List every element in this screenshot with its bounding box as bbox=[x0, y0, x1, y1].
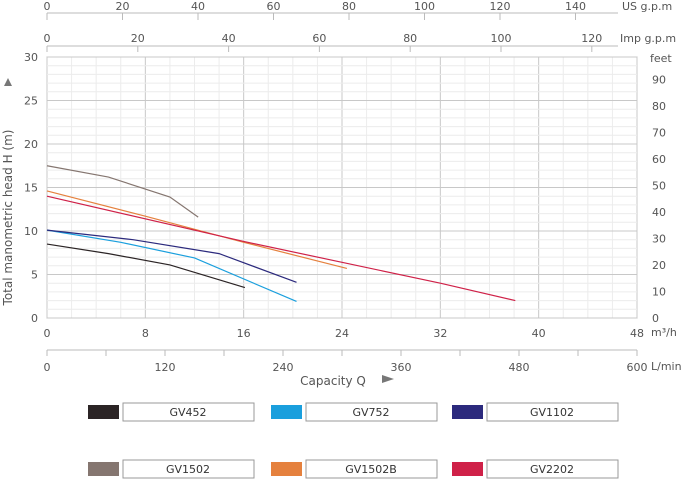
x-tick-label: 48 bbox=[630, 327, 644, 340]
lmin-tick-label: 600 bbox=[627, 361, 648, 374]
legend-swatch-gv2202 bbox=[452, 462, 483, 476]
feet-tick-label: 0 bbox=[652, 312, 659, 325]
imp-gpm-tick-label: 0 bbox=[44, 32, 51, 45]
feet-tick-label: 10 bbox=[652, 285, 666, 298]
feet-tick-label: 20 bbox=[652, 259, 666, 272]
legend-swatch-gv1502b bbox=[271, 462, 302, 476]
x-tick-label: 24 bbox=[335, 327, 349, 340]
imp-gpm-tick-label: 60 bbox=[312, 32, 326, 45]
x-tick-label: 32 bbox=[433, 327, 447, 340]
us-gpm-tick-label: 140 bbox=[565, 0, 586, 13]
lmin-tick-label: 120 bbox=[155, 361, 176, 374]
imp-gpm-axis-label: Imp g.p.m bbox=[620, 32, 676, 45]
axes: 0 20 40 60 80 100 120 140 US g.p.m0 20 40 60 80 100 12… bbox=[1, 0, 682, 388]
y-tick-label: 10 bbox=[24, 225, 38, 238]
feet-tick-label: 60 bbox=[652, 153, 666, 166]
grid bbox=[46, 56, 638, 319]
x-tick-label: 8 bbox=[142, 327, 149, 340]
legend: GV452 GV752 GV1102 GV1502 GV1502B GV2202 bbox=[88, 402, 619, 479]
x-units-label: m³/h bbox=[651, 326, 677, 339]
legend-box-gv2202 bbox=[486, 459, 619, 479]
series-line-gv1502 bbox=[46, 165, 199, 218]
lmin-tick-label: 0 bbox=[44, 361, 51, 374]
series-line-gv2202 bbox=[46, 195, 516, 302]
series-line-gv1102 bbox=[46, 229, 297, 283]
feet-tick-label: 30 bbox=[652, 232, 666, 245]
feet-tick-label: 50 bbox=[652, 179, 666, 192]
legend-swatch-gv1102 bbox=[452, 405, 483, 419]
x-tick-label: 0 bbox=[44, 327, 51, 340]
legend-box-gv1102 bbox=[486, 402, 619, 422]
legend-label-gv1502b: GV1502B bbox=[345, 463, 397, 476]
series-line-gv752 bbox=[46, 229, 297, 303]
us-gpm-tick-label: 120 bbox=[490, 0, 511, 13]
legend-label-gv2202: GV2202 bbox=[530, 463, 574, 476]
series-line-gv452 bbox=[46, 243, 246, 289]
us-gpm-tick-label: 0 bbox=[44, 0, 51, 13]
us-gpm-tick-label: 60 bbox=[267, 0, 281, 13]
legend-label-gv1502: GV1502 bbox=[166, 463, 210, 476]
legend-swatch-gv1502 bbox=[88, 462, 119, 476]
imp-gpm-tick-label: 100 bbox=[491, 32, 512, 45]
legend-label-gv752: GV752 bbox=[352, 406, 389, 419]
feet-tick-label: 70 bbox=[652, 126, 666, 139]
y-tick-label: 15 bbox=[24, 182, 38, 195]
legend-label-gv452: GV452 bbox=[169, 406, 206, 419]
right-arrow-icon bbox=[382, 375, 394, 383]
feet-tick-label: 80 bbox=[652, 100, 666, 113]
legend-swatch-gv752 bbox=[271, 405, 302, 419]
us-gpm-tick-label: 80 bbox=[342, 0, 356, 13]
legend-box-gv752 bbox=[305, 402, 438, 422]
feet-tick-label: 40 bbox=[652, 206, 666, 219]
y-tick-label: 30 bbox=[24, 51, 38, 64]
lmin-axis-label: L/min bbox=[651, 360, 682, 373]
y-tick-label: 25 bbox=[24, 95, 38, 108]
x-tick-label: 16 bbox=[237, 327, 251, 340]
x-axis-title: Capacity Q bbox=[300, 374, 366, 388]
up-arrow-icon bbox=[4, 78, 12, 86]
legend-box-gv1502b bbox=[305, 459, 438, 479]
imp-gpm-tick-label: 120 bbox=[581, 32, 602, 45]
legend-swatch-gv452 bbox=[88, 405, 119, 419]
lmin-tick-label: 480 bbox=[509, 361, 530, 374]
x-tick-label: 40 bbox=[532, 327, 546, 340]
lmin-tick-label: 360 bbox=[391, 361, 412, 374]
y-tick-label: 20 bbox=[24, 138, 38, 151]
y-axis-title: Total manometric head H (m) bbox=[1, 130, 15, 307]
series-lines bbox=[46, 165, 516, 303]
legend-box-gv452 bbox=[122, 402, 255, 422]
us-gpm-axis-label: US g.p.m bbox=[622, 0, 672, 13]
legend-box-gv1502 bbox=[122, 459, 255, 479]
feet-tick-label: 90 bbox=[652, 73, 666, 86]
legend-label-gv1102: GV1102 bbox=[530, 406, 574, 419]
series-line-gv1502b bbox=[46, 190, 348, 269]
us-gpm-tick-label: 20 bbox=[116, 0, 130, 13]
imp-gpm-tick-label: 20 bbox=[131, 32, 145, 45]
y-tick-label: 5 bbox=[31, 269, 38, 282]
lmin-tick-label: 240 bbox=[273, 361, 294, 374]
us-gpm-tick-label: 40 bbox=[191, 0, 205, 13]
y-tick-label: 0 bbox=[31, 312, 38, 325]
imp-gpm-tick-label: 80 bbox=[403, 32, 417, 45]
feet-axis-label: feet bbox=[650, 52, 672, 65]
imp-gpm-tick-label: 40 bbox=[222, 32, 236, 45]
us-gpm-tick-label: 100 bbox=[414, 0, 435, 13]
